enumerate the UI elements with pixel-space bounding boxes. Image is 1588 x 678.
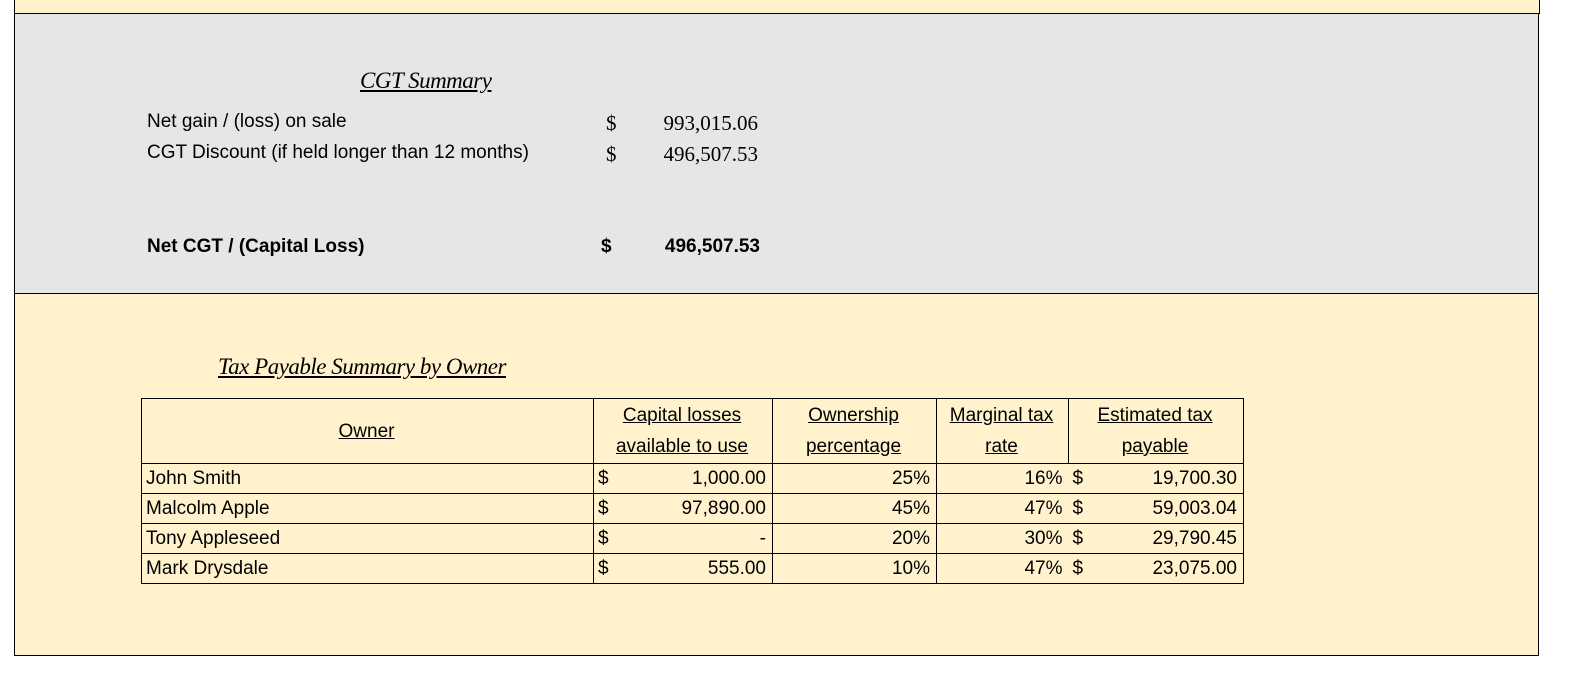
header-text: Owner <box>338 420 395 442</box>
currency: $ <box>606 111 617 135</box>
currency: $ <box>598 497 609 519</box>
table-row: John Smith $1,000.00 25% 16% $19,700.30 <box>141 463 1244 494</box>
row-label: CGT Discount (if held longer than 12 mon… <box>147 142 529 163</box>
split-wrap: $23,075.00 <box>1073 558 1238 580</box>
currency: $ <box>598 527 609 549</box>
ownership-cell: 25% <box>772 463 937 494</box>
amount: 97,890.00 <box>681 497 766 519</box>
table-row: Mark Drysdale $555.00 10% 47% $23,075.00 <box>141 553 1244 584</box>
ownership-cell: 10% <box>772 553 937 584</box>
amount: 496,507.53 <box>663 142 759 166</box>
split-wrap: $19,700.30 <box>1073 468 1238 490</box>
rate-cell: 47% <box>936 493 1069 524</box>
header-row: Owner Capital losses available to use Ow… <box>141 398 1244 464</box>
split-wrap: $1,000.00 <box>598 468 766 490</box>
cgt-section <box>14 13 1539 295</box>
split-wrap: $59,003.04 <box>1073 498 1238 520</box>
tax-cell: $23,075.00 <box>1068 553 1244 584</box>
amount: 23,075.00 <box>1152 557 1237 579</box>
amount: 1,000.00 <box>692 467 766 489</box>
table-title: Tax Payable Summary by Owner <box>218 354 506 379</box>
owner-cell: Mark Drysdale <box>141 553 594 584</box>
header-cell: Owner <box>141 398 594 464</box>
tax-cell: $59,003.04 <box>1068 493 1244 524</box>
amount: 29,790.45 <box>1152 527 1237 549</box>
tax-cell: $29,790.45 <box>1068 523 1244 554</box>
losses-cell: $97,890.00 <box>593 493 773 524</box>
currency: $ <box>1072 467 1084 489</box>
amount: 19,700.30 <box>1152 467 1237 489</box>
tax-table: Owner Capital losses available to use Ow… <box>141 398 1244 584</box>
split-wrap: $555.00 <box>598 558 766 580</box>
section-title: CGT Summary <box>360 68 492 93</box>
header-text: Estimated tax payable <box>1097 405 1213 457</box>
losses-cell: $555.00 <box>593 553 773 584</box>
table-row: Malcolm Apple $97,890.00 45% 47% $59,003.04 <box>141 493 1244 524</box>
rate-cell: 16% <box>936 463 1069 494</box>
currency: $ <box>1072 557 1084 579</box>
currency: $ <box>598 557 609 579</box>
losses-cell: $1,000.00 <box>593 463 773 494</box>
header-cell: Marginal tax rate <box>936 398 1069 464</box>
header-cell: Ownership percentage <box>772 398 937 464</box>
currency: $ <box>606 142 617 166</box>
split-wrap: $29,790.45 <box>1073 528 1238 550</box>
header-cell: Capital losses available to use <box>593 398 773 464</box>
rate-cell: 47% <box>936 553 1069 584</box>
currency: $ <box>1072 527 1084 549</box>
total-amount: 496,507.53 <box>664 236 760 257</box>
amount: 555.00 <box>707 557 766 579</box>
currency: $ <box>598 467 609 489</box>
ownership-cell: 45% <box>772 493 937 524</box>
tax-cell: $19,700.30 <box>1068 463 1244 494</box>
amount: 59,003.04 <box>1152 497 1237 519</box>
header-cell: Estimated tax payable <box>1068 398 1244 464</box>
split-wrap: $ - <box>598 528 766 550</box>
header-text: Marginal tax rate <box>949 405 1054 457</box>
currency: $ <box>601 236 612 257</box>
amount: - <box>759 527 766 549</box>
owner-cell: Malcolm Apple <box>141 493 594 524</box>
split-wrap: $97,890.00 <box>598 498 766 520</box>
row-label: Net gain / (loss) on sale <box>147 111 347 132</box>
header-text: Capital losses available to use <box>615 405 749 457</box>
header-text: Ownership percentage <box>805 405 902 457</box>
top-strip <box>14 0 1540 14</box>
currency: $ <box>1072 497 1084 519</box>
ownership-cell: 20% <box>772 523 937 554</box>
rate-cell: 30% <box>936 523 1069 554</box>
owner-cell: Tony Appleseed <box>141 523 594 554</box>
table-row: Tony Appleseed $ -20% 30% $29,790.45 <box>141 523 1244 554</box>
owner-cell: John Smith <box>141 463 594 494</box>
losses-cell: $ - <box>593 523 773 554</box>
amount: 993,015.06 <box>663 111 759 135</box>
total-label: Net CGT / (Capital Loss) <box>147 236 365 257</box>
table-body: John Smith $1,000.00 25% 16% $19,700.30 Malco… <box>141 463 1244 584</box>
